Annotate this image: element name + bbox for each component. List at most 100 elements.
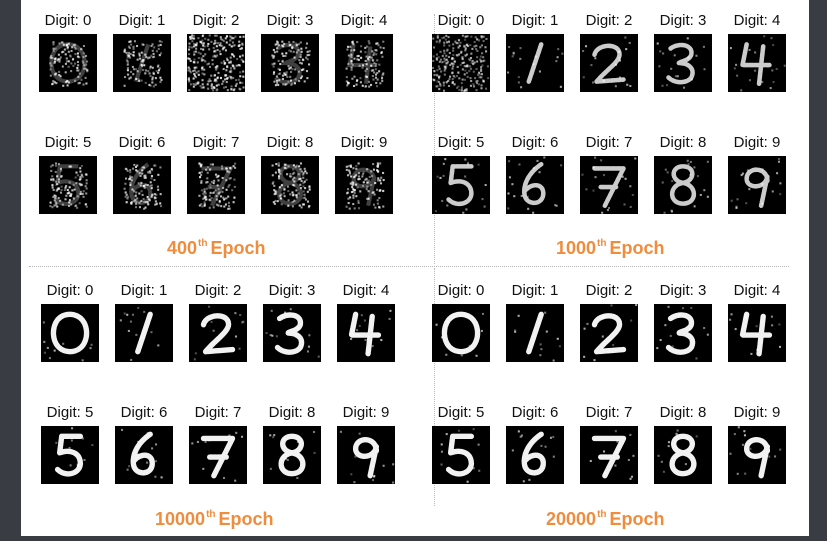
noise-pixel — [466, 64, 469, 67]
noise-pixel — [215, 203, 218, 206]
noise-pixel — [472, 70, 475, 73]
noise-pixel — [138, 172, 141, 175]
noise-pixel — [235, 431, 238, 434]
noise-pixel — [356, 186, 359, 189]
digit-stroke — [274, 312, 305, 355]
noise-pixel — [201, 68, 204, 71]
noise-pixel — [481, 64, 484, 67]
epoch-caption: 1000th Epoch — [556, 238, 665, 259]
noise-pixel — [370, 64, 373, 67]
noise-pixel — [683, 86, 686, 89]
noise-pixel — [142, 198, 145, 201]
noise-pixel — [242, 75, 245, 78]
noise-pixel — [217, 204, 220, 207]
noise-pixel — [222, 40, 225, 43]
noise-pixel — [76, 66, 79, 70]
noise-pixel — [656, 42, 659, 45]
noise-pixel — [485, 37, 488, 41]
noise-pixel — [745, 202, 748, 205]
noise-pixel — [475, 79, 478, 83]
noise-pixel — [58, 73, 61, 77]
noise-pixel — [81, 437, 84, 440]
noise-pixel — [190, 35, 193, 38]
noise-pixel — [132, 73, 135, 76]
noise-pixel — [149, 65, 152, 68]
noise-pixel — [299, 55, 302, 59]
noise-pixel — [303, 193, 306, 196]
noise-pixel — [455, 42, 458, 45]
digit-stroke — [592, 166, 626, 208]
digit-image — [728, 426, 786, 484]
noise-pixel — [451, 62, 454, 65]
noise-pixel — [134, 194, 137, 197]
digit-image — [654, 34, 712, 92]
noise-pixel — [299, 77, 303, 80]
noise-pixel — [366, 185, 369, 188]
noise-pixel — [463, 78, 466, 81]
noise-pixel — [460, 87, 463, 90]
noise-pixel — [299, 187, 303, 190]
vertical-divider — [434, 14, 435, 264]
noise-pixel — [64, 81, 67, 84]
noise-pixel — [480, 35, 483, 38]
noise-pixel — [160, 476, 163, 479]
noise-pixel — [230, 77, 233, 80]
noise-pixel — [242, 320, 245, 323]
noise-pixel — [141, 43, 144, 46]
noise-pixel — [276, 42, 279, 45]
noise-pixel — [280, 184, 283, 187]
noise-pixel — [480, 70, 483, 73]
noise-pixel — [684, 463, 687, 466]
digit-4-glyph — [729, 311, 782, 357]
noise-pixel — [382, 178, 385, 182]
noise-pixel — [367, 57, 370, 60]
digit-label: Digit: 6 — [511, 404, 559, 421]
noise-pixel — [200, 203, 203, 206]
noise-pixel — [451, 57, 454, 60]
noise-pixel — [138, 79, 141, 83]
noise-pixel — [273, 184, 276, 187]
noise-pixel — [290, 79, 293, 82]
noise-pixel — [149, 67, 152, 70]
noise-pixel — [273, 189, 276, 192]
noise-pixel — [582, 49, 585, 53]
noise-pixel — [481, 60, 484, 63]
noise-pixel — [199, 165, 202, 168]
digit-cell-4: Digit: 4 — [722, 12, 792, 92]
noise-pixel — [370, 83, 373, 86]
noise-pixel — [232, 201, 235, 204]
noise-pixel — [479, 55, 482, 58]
noise-pixel — [518, 163, 521, 166]
noise-pixel — [779, 448, 782, 451]
noise-pixel — [355, 174, 358, 177]
noise-pixel — [78, 182, 81, 185]
noise-pixel — [197, 51, 200, 54]
noise-pixel — [54, 170, 57, 173]
noise-pixel — [366, 168, 369, 171]
noise-pixel — [86, 69, 89, 72]
noise-pixel — [511, 183, 514, 186]
noise-pixel — [297, 43, 300, 46]
noise-pixel — [276, 47, 279, 50]
noise-pixel — [362, 181, 365, 184]
noise-pixel — [79, 175, 82, 178]
digit-image — [113, 156, 171, 214]
noise-pixel — [360, 45, 363, 48]
noise-pixel — [189, 71, 192, 74]
noise-pixel — [153, 178, 156, 182]
digit-cell-8: Digit: 8 — [648, 134, 718, 214]
noise-pixel — [438, 81, 441, 84]
noise-pixel — [126, 56, 129, 59]
noise-pixel — [198, 194, 201, 197]
noise-pixel — [78, 81, 81, 84]
noise-pixel — [289, 193, 292, 196]
noise-pixel — [347, 197, 350, 200]
noise-pixel — [230, 85, 233, 88]
noise-pixel — [198, 162, 201, 165]
noise-pixel — [230, 53, 233, 56]
digit-0-glyph — [42, 311, 93, 362]
noise-pixel — [434, 210, 437, 213]
noise-pixel — [144, 183, 147, 186]
noise-pixel — [302, 171, 305, 174]
noise-pixel — [204, 60, 207, 63]
